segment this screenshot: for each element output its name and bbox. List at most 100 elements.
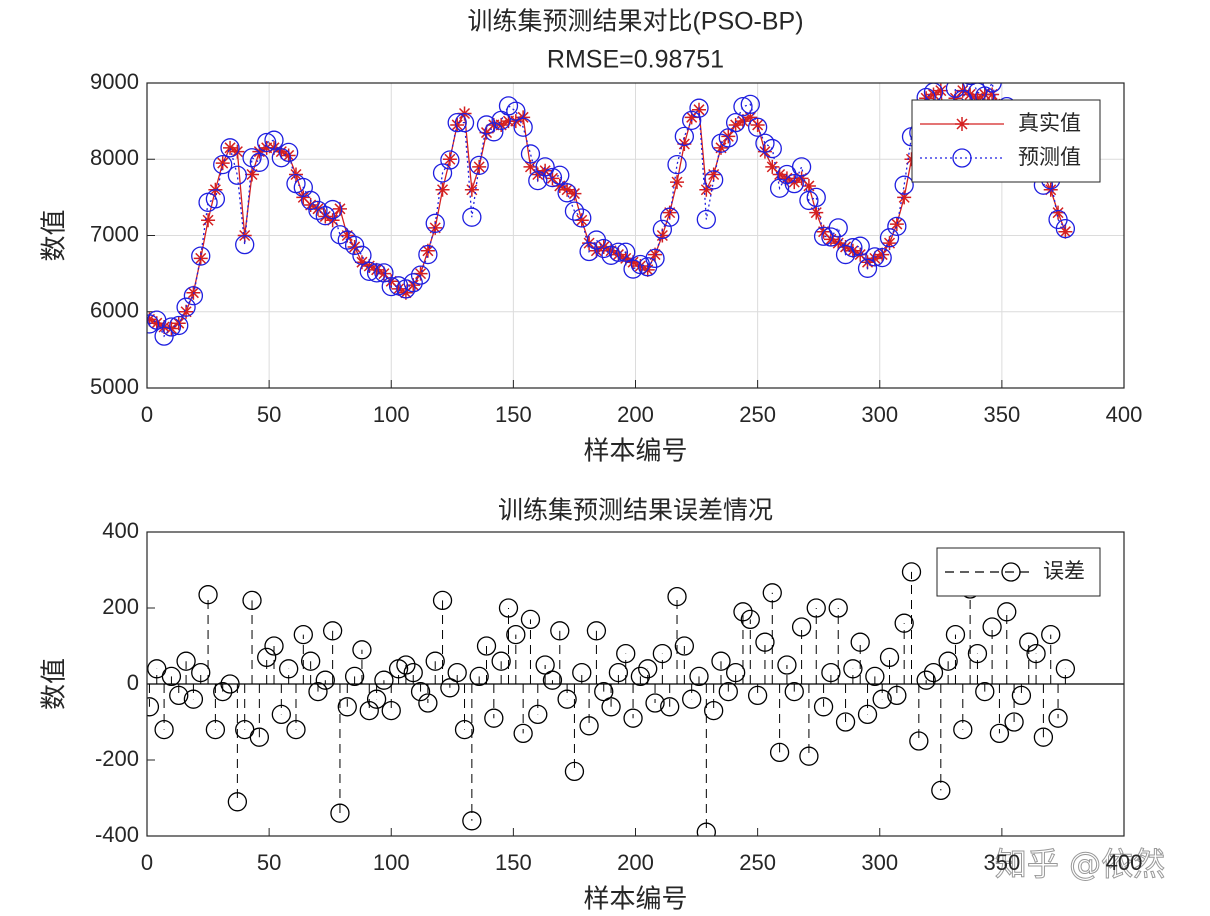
circle-marker (616, 242, 636, 262)
y-tick-label: -200 (95, 746, 139, 771)
circle-marker (322, 199, 343, 220)
y-tick-label: 8000 (90, 145, 139, 170)
circle-marker (1055, 659, 1076, 679)
circle-marker (191, 246, 211, 266)
circle-marker (1004, 712, 1024, 732)
circle-marker (608, 242, 629, 262)
circle-marker (623, 708, 643, 728)
star-marker (362, 259, 377, 273)
circle-marker (161, 666, 182, 687)
circle-marker (257, 132, 277, 153)
circle-marker (169, 315, 189, 336)
circle-marker (894, 613, 914, 633)
circle-marker (857, 704, 878, 725)
star-marker (772, 167, 787, 182)
circle-marker (630, 254, 651, 275)
circle-marker (975, 681, 995, 702)
circle-marker (572, 208, 592, 228)
circle-marker (865, 247, 885, 267)
circle-marker (227, 165, 248, 185)
star-marker (706, 167, 721, 182)
circle-marker (718, 681, 738, 702)
circle-marker (205, 189, 226, 209)
circle-marker (689, 98, 709, 118)
circle-marker (953, 719, 973, 740)
star-marker (611, 247, 626, 262)
circle-marker (964, 83, 977, 86)
circle-marker (857, 258, 878, 278)
circle-marker (198, 585, 218, 605)
circle-marker (271, 704, 291, 725)
circle-marker (777, 655, 797, 675)
circle-marker (542, 670, 563, 690)
watermark: 知乎 @依然 (995, 845, 1165, 883)
chart-title: 训练集预测结果对比(PSO-BP) (467, 8, 803, 36)
star-marker (823, 232, 838, 247)
star-marker (926, 87, 941, 102)
star-marker (765, 159, 780, 174)
plot-content (147, 562, 1124, 836)
circle-marker (176, 297, 196, 317)
legend-marker (1001, 562, 1021, 582)
x-tick-label: 150 (495, 850, 532, 875)
circle-marker (235, 234, 255, 255)
star-marker (442, 152, 457, 167)
y-tick-label: 7000 (90, 221, 139, 246)
circle-marker (791, 157, 812, 177)
x-tick-label: 300 (861, 402, 898, 427)
star-marker (633, 259, 648, 273)
circle-marker (813, 697, 834, 717)
circle-marker (579, 716, 599, 736)
star-marker (750, 117, 765, 132)
star-marker (567, 186, 582, 201)
star-marker (867, 251, 882, 266)
x-tick-label: 200 (617, 402, 654, 427)
circle-marker (337, 697, 357, 717)
y-tick-label: 5000 (90, 374, 139, 399)
circle-marker (462, 207, 482, 227)
circle-marker (542, 167, 563, 188)
circle-marker (828, 218, 848, 238)
star-marker (523, 159, 538, 174)
star-marker (721, 129, 736, 144)
circle-marker (535, 157, 555, 177)
star-marker (428, 220, 443, 235)
circle-marker (733, 602, 753, 622)
circle-marker (418, 693, 438, 713)
circle-marker (308, 200, 328, 220)
circle-marker (667, 154, 687, 175)
star-marker (985, 87, 1000, 102)
circle-marker (747, 117, 768, 137)
circle-marker (835, 244, 856, 265)
circle-marker (682, 110, 702, 131)
circle-marker (557, 183, 577, 203)
star-marker (670, 175, 685, 190)
x-tick-label: 50 (257, 850, 281, 875)
legend-marker (952, 148, 972, 168)
circle-marker (791, 617, 812, 637)
circle-marker (747, 685, 768, 706)
circle-marker (520, 609, 541, 630)
star-marker (655, 228, 670, 243)
circle-marker (440, 150, 460, 170)
star-marker (413, 266, 428, 281)
circle-marker (220, 138, 240, 158)
circle-marker (843, 659, 863, 679)
circle-marker (674, 126, 694, 147)
legend-box (911, 99, 1101, 183)
circle-marker (909, 731, 929, 751)
star-marker (728, 117, 743, 132)
star-marker (215, 156, 230, 171)
circle-marker (945, 83, 966, 98)
star-marker (530, 167, 545, 182)
star-marker (574, 213, 589, 228)
star-marker (398, 285, 413, 300)
circle-marker (513, 723, 533, 744)
circle-marker (1033, 727, 1054, 747)
circle-marker (601, 697, 621, 717)
circle-marker (264, 636, 284, 656)
x-tick-label: 350 (984, 850, 1021, 875)
circle-marker (169, 685, 189, 706)
circle-marker (799, 746, 819, 766)
